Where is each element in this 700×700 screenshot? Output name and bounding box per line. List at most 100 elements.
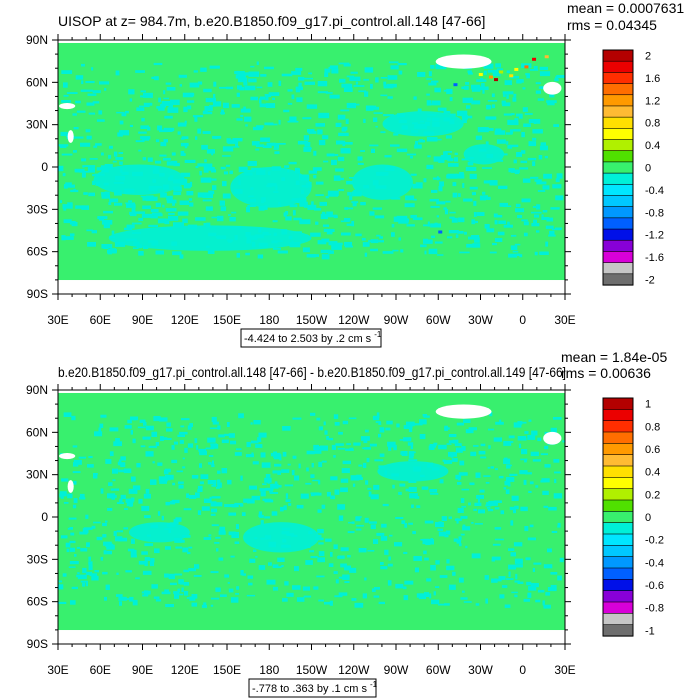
field-cell	[422, 538, 430, 545]
field-cell	[163, 139, 168, 143]
field-cell	[363, 78, 369, 81]
field-cell	[404, 523, 408, 528]
field-cell	[557, 575, 562, 581]
field-cell	[369, 443, 377, 447]
field-cell	[438, 444, 447, 450]
field-cell	[88, 556, 91, 561]
field-cell	[324, 430, 328, 435]
field-cell	[264, 477, 272, 483]
field-cell	[455, 234, 459, 238]
field-cell	[62, 204, 73, 209]
field-cell	[303, 595, 312, 598]
field-cell	[338, 62, 350, 65]
field-cell	[88, 112, 96, 115]
field-cell	[174, 593, 179, 599]
field-cell	[340, 148, 351, 154]
svg-text:-4.424 to 2.503 by .2 cm s: -4.424 to 2.503 by .2 cm s -1	[244, 330, 382, 345]
field-cell	[157, 218, 166, 224]
field-cell	[530, 176, 539, 179]
field-cell	[380, 94, 388, 97]
field-cell	[435, 64, 447, 70]
colorbar-swatch	[602, 431, 634, 444]
field-cell	[519, 167, 529, 170]
field-cell	[342, 460, 351, 465]
field-cell	[152, 461, 155, 464]
field-cell	[440, 155, 452, 160]
field-cell	[370, 524, 376, 530]
field-cell	[315, 537, 324, 541]
field-cell	[486, 507, 491, 509]
field-cell	[487, 69, 499, 73]
field-cell	[142, 570, 152, 575]
field-cell	[318, 551, 325, 557]
field-cell	[72, 504, 77, 509]
field-cell	[210, 501, 217, 507]
field-cell	[379, 236, 383, 239]
field-cell	[163, 437, 172, 440]
field-cell	[240, 114, 244, 118]
field-cell	[380, 77, 388, 79]
field-cell	[444, 425, 448, 431]
field-cell	[424, 520, 434, 524]
field-cell	[243, 498, 248, 503]
field-cell	[256, 86, 263, 89]
field-cell	[129, 98, 133, 102]
stats-mean-bottom: mean = 1.84e-05	[561, 349, 667, 365]
field-cell	[214, 542, 220, 544]
field-cell	[346, 223, 353, 226]
field-cell	[147, 157, 153, 162]
field-cell	[527, 537, 536, 541]
field-cell	[382, 251, 394, 254]
field-cell	[117, 461, 121, 466]
field-cell	[70, 547, 75, 552]
field-cell	[82, 582, 86, 587]
field-cell	[458, 472, 468, 476]
field-cell	[58, 601, 67, 604]
field-cell	[467, 70, 472, 73]
field-cell	[296, 97, 303, 103]
field-cell	[423, 415, 430, 418]
field-cell	[234, 502, 243, 505]
field-cell	[388, 61, 399, 64]
field-cell	[370, 83, 373, 89]
field-cell	[200, 474, 209, 479]
field-cell	[491, 578, 498, 583]
missing-south	[58, 280, 565, 295]
field-cell	[236, 118, 243, 121]
field-cell	[170, 99, 180, 105]
field-cell	[367, 105, 377, 109]
field-cell	[541, 217, 550, 220]
field-cell	[157, 511, 161, 516]
field-cell	[130, 554, 137, 558]
field-cell	[99, 81, 110, 85]
field-cell	[327, 190, 339, 196]
field-cell	[66, 548, 70, 553]
field-cell	[182, 218, 188, 223]
field-cell	[389, 534, 393, 537]
field-cell	[102, 534, 107, 538]
field-cell	[168, 212, 175, 216]
field-cell	[70, 189, 79, 193]
field-cell	[368, 240, 373, 242]
field-cell	[166, 130, 173, 132]
field-cell	[278, 119, 281, 125]
field-cell	[357, 162, 364, 165]
colorbar-bottom: 10.80.60.40.20-0.2-0.4-0.6-0.8-1	[602, 397, 664, 637]
field-cell	[182, 547, 189, 553]
field-cell	[295, 67, 303, 71]
field-cell	[131, 222, 142, 225]
field-cell	[508, 564, 517, 570]
field-cell	[324, 68, 331, 73]
field-cell	[356, 602, 361, 606]
colorbar-swatch	[602, 556, 634, 569]
field-cell	[80, 142, 91, 147]
panel-bottom: mean = 1.84e-05 rms = 0.00636 b.e20.B185…	[26, 349, 667, 698]
field-cell	[324, 72, 329, 77]
field-cell	[199, 481, 204, 485]
field-cell	[484, 224, 490, 229]
field-cell	[467, 161, 474, 166]
field-cell	[481, 83, 485, 87]
field-cell	[273, 148, 279, 150]
field-cell	[218, 434, 225, 438]
